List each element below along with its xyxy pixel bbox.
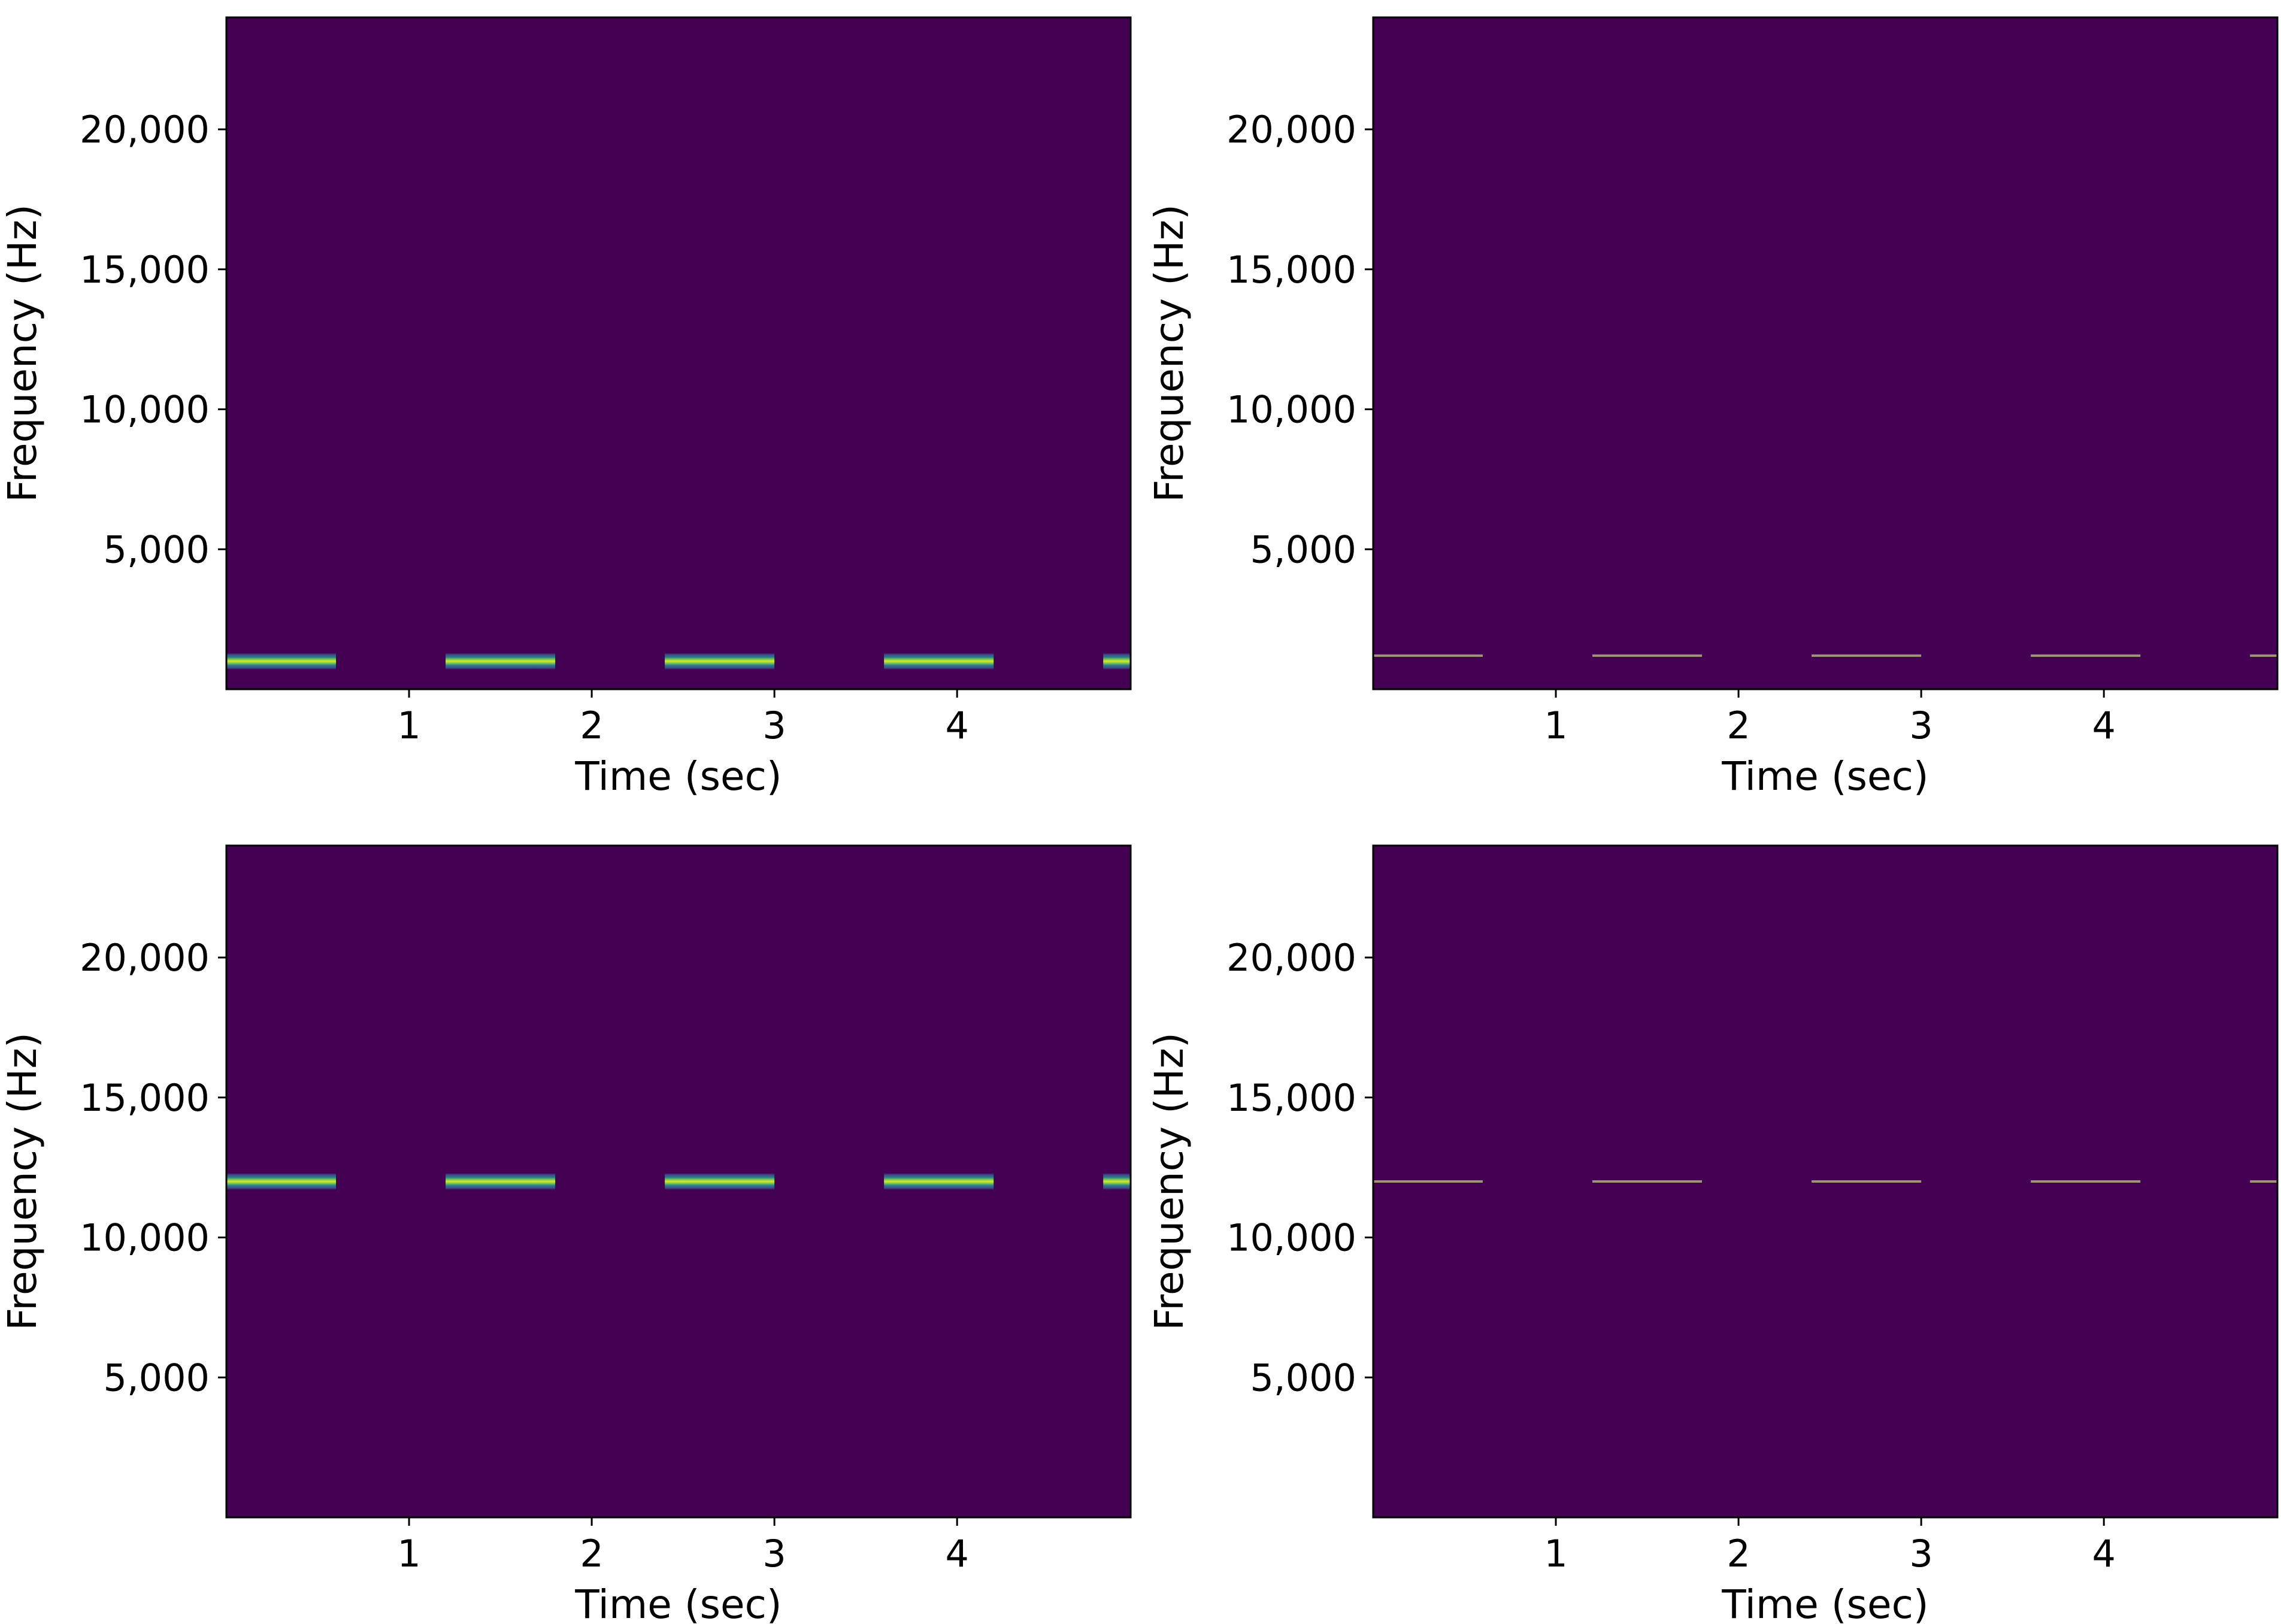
panel-bottom-right-frame <box>1372 844 2279 1519</box>
panel-top-left-frame <box>225 16 1132 690</box>
panel-bottom-left-xtick-label-2: 2 <box>580 1532 603 1575</box>
panel-top-right-segment-4 <box>2031 654 2141 657</box>
panel-bottom-left-xtick-label-1: 1 <box>397 1532 420 1575</box>
panel-bottom-right-xtick-label-1: 1 <box>1544 1532 1567 1575</box>
panel-top-left-segment-2 <box>446 653 556 670</box>
panel-top-left-ylabel: Frequency (Hz) <box>0 204 46 502</box>
panel-bottom-right-ytick-label-3: 15,000 <box>1226 1076 1356 1120</box>
panel-top-right-segment-1 <box>1373 654 1483 657</box>
panel-bottom-right-ylabel: Frequency (Hz) <box>1146 1032 1192 1331</box>
panel-bottom-left-xlabel: Time (sec) <box>574 1581 781 1624</box>
panel-bottom-left-segment-3 <box>665 1172 775 1190</box>
panel-top-right-xtick-label-1: 1 <box>1544 704 1567 747</box>
panel-top-left-ytick-label-1: 5,000 <box>104 528 210 571</box>
panel-top-left-ytick-label-4: 20,000 <box>80 108 210 152</box>
panel-bottom-right-segment-1 <box>1373 1180 1483 1183</box>
panel-top-left-xtick-label-4: 4 <box>945 704 968 747</box>
panel-bottom-right-segment-4 <box>2031 1180 2141 1183</box>
panel-top-left-plot-area <box>226 17 1131 689</box>
panel-top-right-ylabel: Frequency (Hz) <box>1146 204 1192 502</box>
panel-bottom-left-xtick-label-4: 4 <box>945 1532 968 1575</box>
panel-bottom-left-segment-4 <box>884 1172 994 1190</box>
panel-bottom-right-segment-2 <box>1592 1180 1703 1183</box>
panel-top-left-ytick-label-3: 15,000 <box>80 248 210 292</box>
panel-top-right-xlabel: Time (sec) <box>1721 753 1928 799</box>
panel-top-left-xlabel: Time (sec) <box>574 753 781 799</box>
panel-top-right-segment-2 <box>1592 654 1703 657</box>
panel-top-right-ytick-label-2: 10,000 <box>1226 388 1356 432</box>
panel-top-left: 1 2 3 4 5,000 10,000 15,000 20,000 Time (sec) Fre… <box>0 16 1132 799</box>
panel-top-right-ytick-label-4: 20,000 <box>1226 108 1356 152</box>
panel-top-right-segment-3 <box>1812 654 1922 657</box>
panel-bottom-right: 1 2 3 4 5,000 10,000 15,000 20,000 Time (sec) Fre… <box>1146 844 2279 1624</box>
panel-bottom-right-segment-3 <box>1812 1180 1922 1183</box>
panel-top-left-xtick-label-3: 3 <box>762 704 786 747</box>
panel-top-right-plot-area <box>1373 17 2277 689</box>
panel-top-right: 1 2 3 4 5,000 10,000 15,000 20,000 Time (sec) Fre… <box>1146 16 2279 799</box>
panel-bottom-right-ytick-label-4: 20,000 <box>1226 936 1356 980</box>
panel-top-left-ytick-label-2: 10,000 <box>80 388 210 432</box>
panel-bottom-left-segment-1 <box>226 1172 337 1190</box>
panel-top-left-segment-4 <box>884 653 994 670</box>
panel-top-right-ytick-label-1: 5,000 <box>1250 528 1357 571</box>
panel-bottom-right-xtick-label-3: 3 <box>1909 1532 1932 1575</box>
panel-top-left-xtick-label-2: 2 <box>580 704 603 747</box>
panel-top-left-segment-1 <box>226 653 337 670</box>
panel-top-right-xtick-label-2: 2 <box>1726 704 1750 747</box>
panel-bottom-left-segment-2 <box>446 1172 556 1190</box>
panel-bottom-right-ytick-label-1: 5,000 <box>1250 1356 1357 1399</box>
panel-bottom-right-xlabel: Time (sec) <box>1721 1581 1928 1624</box>
panel-bottom-left-xtick-label-3: 3 <box>762 1532 786 1575</box>
panel-top-left-segment-5 <box>1103 653 1131 670</box>
panel-top-right-segment-5 <box>2250 654 2277 657</box>
panel-bottom-right-xtick-label-2: 2 <box>1726 1532 1750 1575</box>
panel-bottom-left-ytick-label-1: 5,000 <box>104 1356 210 1399</box>
panel-top-right-xtick-label-3: 3 <box>1909 704 1932 747</box>
panel-bottom-left-ytick-label-2: 10,000 <box>80 1216 210 1260</box>
panel-top-right-xtick-label-4: 4 <box>2092 704 2115 747</box>
panel-top-right-ytick-label-3: 15,000 <box>1226 248 1356 292</box>
panel-top-right-frame <box>1372 16 2279 690</box>
panel-bottom-left: 1 2 3 4 5,000 10,000 15,000 20,000 Time (sec) Fre… <box>0 844 1132 1624</box>
panel-top-left-xtick-label-1: 1 <box>397 704 420 747</box>
panel-bottom-left-frame <box>225 844 1132 1519</box>
panel-bottom-right-ytick-label-2: 10,000 <box>1226 1216 1356 1260</box>
panel-top-left-segment-3 <box>665 653 775 670</box>
panel-bottom-right-segment-5 <box>2250 1180 2277 1183</box>
panel-bottom-left-ytick-label-4: 20,000 <box>80 936 210 980</box>
panel-bottom-left-segment-5 <box>1103 1172 1131 1190</box>
panel-bottom-left-ylabel: Frequency (Hz) <box>0 1032 46 1331</box>
panel-bottom-left-ytick-label-3: 15,000 <box>80 1076 210 1120</box>
panel-bottom-right-xtick-label-4: 4 <box>2092 1532 2115 1575</box>
